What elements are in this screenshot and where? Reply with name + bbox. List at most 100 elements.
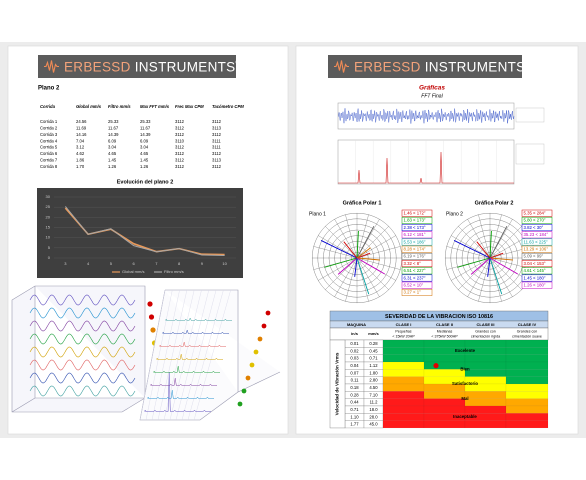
- reading-box: [521, 245, 553, 253]
- reading-box: [401, 209, 433, 217]
- reading-box: [521, 281, 553, 289]
- table-cell: 7.04: [76, 138, 85, 143]
- polar-spoke: [317, 235, 358, 259]
- zone-cell: [505, 420, 549, 429]
- polar-spoke: [356, 257, 389, 290]
- table-header: Corrida: [40, 104, 56, 109]
- reading-box: [401, 267, 433, 275]
- waterfall-dot: [257, 336, 263, 342]
- logo-word: INSTRUMENTS: [135, 59, 236, 74]
- class-description: Pequeñas: [395, 329, 411, 333]
- value-text: 0.18: [350, 385, 359, 390]
- reading-label: 3.04 < 153°: [524, 261, 546, 266]
- table-cell: Corrida 2: [40, 126, 58, 131]
- polar-plane: Plano 1: [309, 211, 326, 217]
- polar-vector: [356, 231, 359, 259]
- value-text: 0.02: [350, 348, 359, 353]
- polar-vector: [453, 240, 491, 259]
- logo-box: [328, 55, 522, 78]
- zone-cell: [423, 398, 466, 407]
- polar-vector: [489, 252, 504, 259]
- polar-vector: [487, 257, 491, 277]
- table-cell: 11.67: [108, 126, 119, 131]
- severity-header: CLASE IV: [518, 322, 537, 327]
- reading-box: [521, 238, 553, 246]
- table-cell: Corrida 4: [40, 138, 58, 143]
- polar-spoke: [467, 257, 491, 298]
- zone-cell: [464, 361, 507, 370]
- value-text: 0.07: [350, 370, 359, 375]
- table-cell: 1.45: [108, 158, 117, 163]
- x-tick-label: 4: [87, 261, 90, 266]
- y-tick-label: 5: [48, 245, 51, 250]
- section-title: Gráficas: [419, 85, 445, 92]
- polar-spoke: [317, 257, 358, 281]
- table-cell: 1.45: [140, 158, 149, 163]
- table-cell: 3110: [175, 138, 185, 143]
- table-header: Frec Max CPM: [175, 104, 204, 109]
- x-tick-label: 7: [155, 261, 158, 266]
- measurement-marker: [433, 363, 439, 369]
- zone-cell: [382, 361, 425, 370]
- reading-label: 6.52 < 10°: [404, 283, 424, 288]
- table-cell: 4.62: [76, 151, 85, 156]
- unit-label: mm/s: [368, 331, 379, 336]
- reading-box: [521, 252, 553, 260]
- zone-cell: [382, 398, 425, 407]
- polar-spoke: [325, 257, 358, 290]
- zone-cell: [505, 413, 549, 421]
- table-cell: 1.26: [140, 164, 149, 169]
- value-text: 0.71: [369, 356, 378, 361]
- table-cell: 3113: [212, 126, 222, 131]
- zone-cell: [423, 369, 466, 377]
- reading-box: [401, 245, 433, 253]
- x-tick-label: 8: [178, 261, 181, 266]
- polar-vector: [324, 257, 358, 268]
- axis-label: Velocidad de Vibración Vrms: [335, 352, 340, 415]
- zone-cell: [464, 398, 507, 407]
- reading-label: 11.63 < 225°: [524, 239, 548, 244]
- reading-box: [401, 216, 433, 224]
- polar-vector: [457, 257, 491, 268]
- zone-cell: [505, 354, 549, 363]
- waterfall-dot: [148, 314, 155, 320]
- zone-cell: [505, 361, 549, 370]
- polar-spoke: [356, 226, 389, 259]
- polar-spoke: [345, 257, 358, 302]
- value-text: 7.10: [369, 392, 378, 397]
- zone-label: Mal: [461, 396, 468, 401]
- value-text: 0.44: [350, 400, 359, 405]
- polar-vector: [489, 226, 508, 259]
- zone-cell: [382, 347, 425, 355]
- value-text: 11.2: [370, 400, 379, 405]
- reading-label: 1.46 < 172°: [404, 211, 426, 216]
- value-text: 0.28: [350, 392, 359, 397]
- polar-spoke: [489, 257, 522, 290]
- polar-vector: [356, 257, 380, 261]
- x-tick-label: 10: [222, 261, 227, 266]
- value-text: 0.01: [350, 341, 359, 346]
- table-cell: Corrida 6: [40, 151, 58, 156]
- table-cell: 3111: [212, 138, 221, 143]
- section-heading: Plano 2: [38, 86, 60, 92]
- waterfall-trace: [29, 359, 136, 371]
- waterfall-dot: [241, 388, 247, 394]
- zone-cell: [423, 361, 466, 370]
- polar-spoke: [489, 257, 513, 298]
- class-description: Grandes con: [475, 329, 496, 333]
- polar-vector: [356, 226, 375, 259]
- polar-spoke: [356, 246, 401, 259]
- polar-spoke: [450, 257, 491, 281]
- reading-label: 5.80 < 270°: [524, 218, 546, 223]
- polar-plane: Plano 2: [446, 211, 463, 217]
- polar-vector: [489, 231, 492, 259]
- table-cell: 14.39: [140, 132, 151, 137]
- reading-box: [401, 224, 433, 232]
- reading-label: 3.32 < 8°: [404, 261, 422, 266]
- reading-box: [401, 260, 433, 268]
- value-text: 18.0: [369, 407, 378, 412]
- waterfall-dot: [253, 349, 259, 355]
- reading-box: [521, 267, 553, 275]
- polar-spoke: [356, 214, 369, 259]
